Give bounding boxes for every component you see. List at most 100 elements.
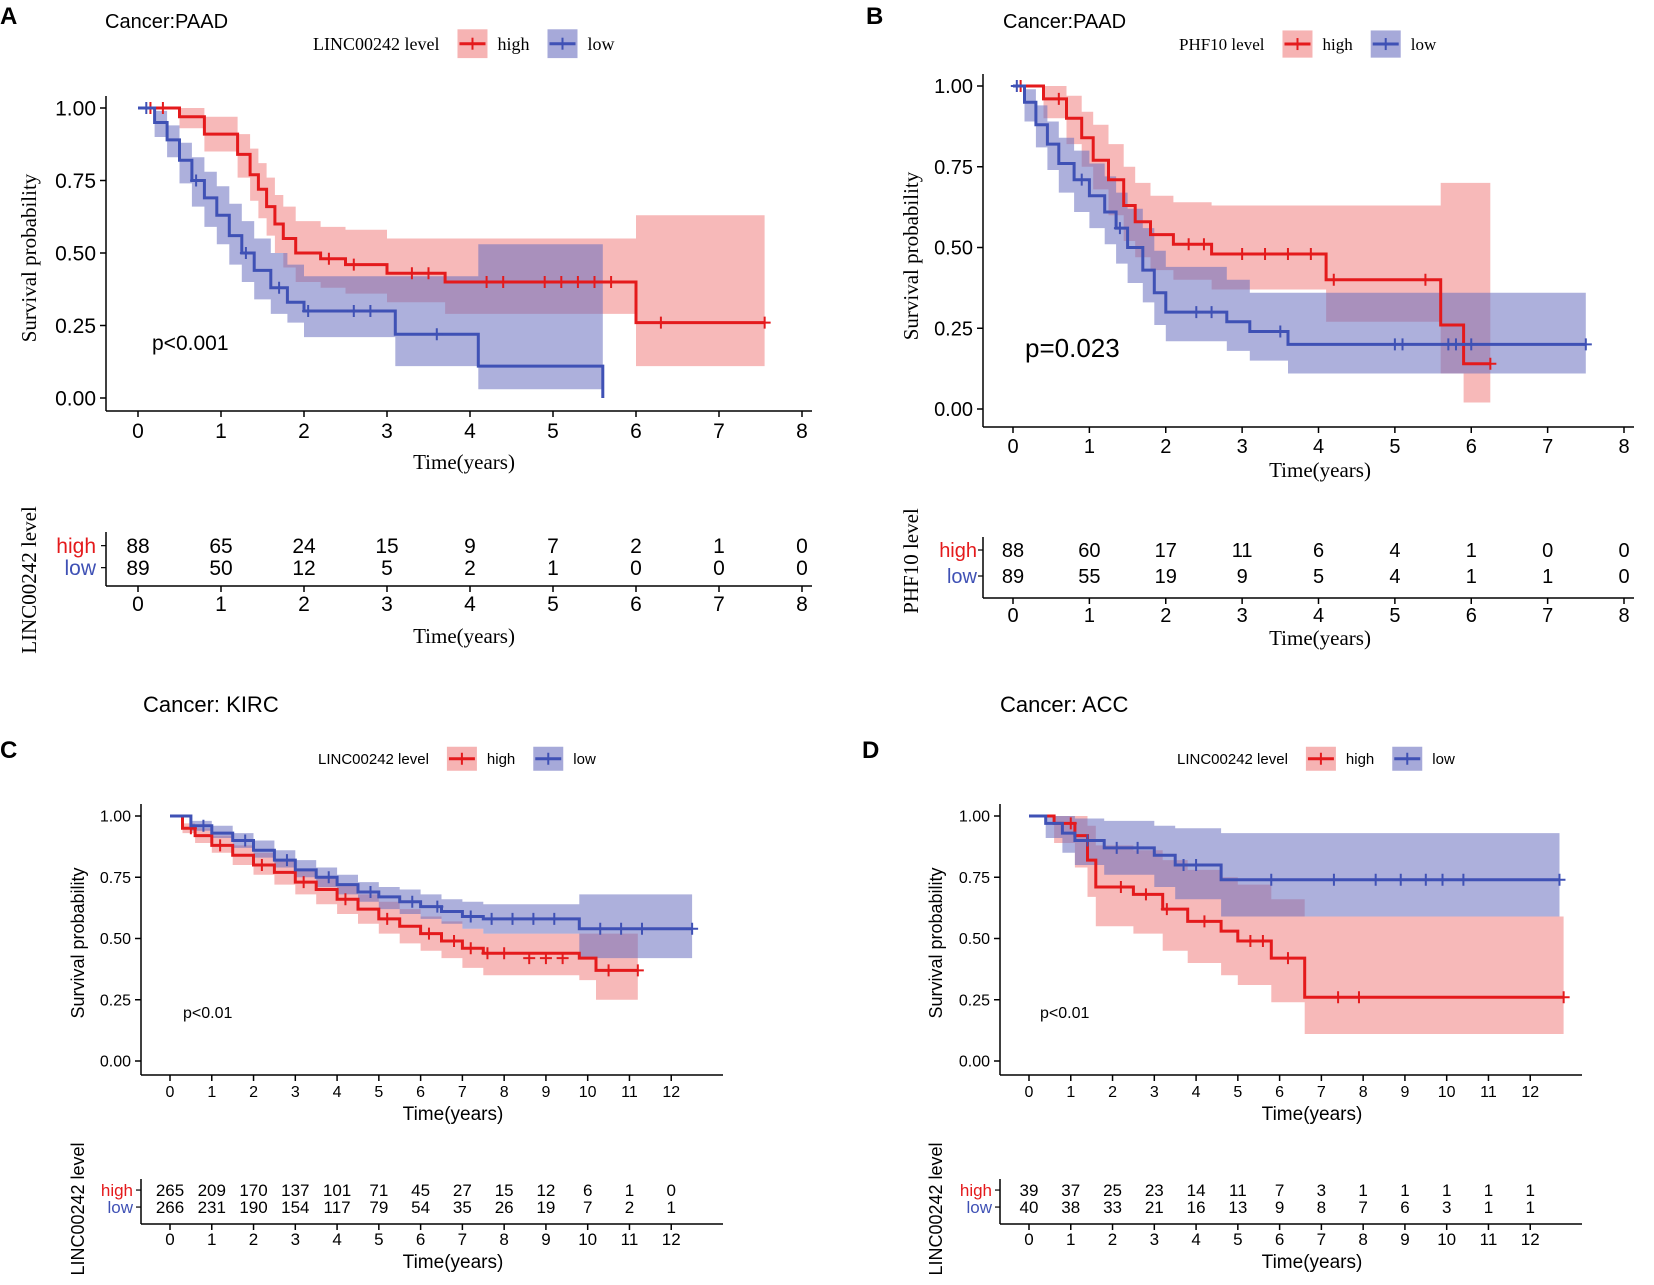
chart-title: Cancer: KIRC: [143, 692, 279, 717]
censor-mark-low: [1449, 338, 1462, 351]
risk-count-low: 26: [495, 1198, 514, 1217]
risk-count-low: 4: [1389, 566, 1400, 588]
censor-mark-low: [302, 305, 315, 317]
censor-mark-high: [322, 252, 335, 265]
legend: LINC00242 level high low: [313, 29, 615, 59]
p-value: p<0.001: [152, 332, 229, 355]
censor-mark-low: [1190, 859, 1203, 871]
ci-band-low: [1029, 816, 1560, 917]
risk-count-high: 15: [495, 1181, 514, 1200]
risk-count-low: 40: [1020, 1198, 1039, 1217]
censor-mark-low: [1394, 873, 1407, 886]
risk-x-tick-label: 1: [215, 593, 227, 616]
censor-mark-high: [1114, 881, 1127, 894]
risk-count-high: 12: [536, 1181, 555, 1200]
risk-count-low: 1: [1542, 566, 1553, 588]
risk-x-tick-label: 7: [713, 593, 725, 616]
risk-count-high: 1: [1484, 1181, 1493, 1200]
censor-mark-high: [422, 267, 435, 280]
x-tick-label: 5: [1233, 1084, 1242, 1101]
risk-count-high: 88: [126, 535, 149, 558]
censor-mark-low: [1190, 306, 1203, 319]
risk-count-low: 19: [536, 1198, 555, 1217]
censor-mark-high: [422, 927, 435, 940]
risk-x-tick-label: 7: [1542, 605, 1553, 627]
censor-mark-high: [464, 942, 477, 955]
risk-count-low: 89: [126, 557, 149, 580]
risk-count-low: 266: [156, 1198, 184, 1217]
p-value: p<0.01: [183, 1005, 232, 1022]
censor-mark-low: [239, 834, 252, 847]
risk-count-low: 55: [1078, 566, 1100, 588]
censor-mark-high: [1281, 247, 1294, 260]
risk-count-low: 1: [1525, 1198, 1534, 1217]
x-tick-label: 6: [1275, 1084, 1284, 1101]
x-tick-label: 7: [1317, 1084, 1326, 1101]
y-axis-title: Survival probability: [926, 867, 946, 1018]
risk-count-low: 35: [453, 1198, 472, 1217]
x-tick-label: 2: [1160, 436, 1171, 458]
risk-count-high: 265: [156, 1181, 184, 1200]
legend-label-low: low: [1432, 751, 1455, 768]
censor-mark-low: [1369, 873, 1382, 886]
censor-mark-high: [339, 893, 352, 906]
risk-x-tick-label: 4: [332, 1230, 341, 1249]
risk-x-axis-title: Time(years): [1269, 626, 1371, 650]
censor-mark-low: [506, 912, 519, 925]
y-tick-label: 0.75: [934, 157, 973, 179]
survival-curve-high: [138, 106, 765, 325]
x-tick-label: 1: [1084, 436, 1095, 458]
x-tick-label: 9: [541, 1084, 550, 1101]
survival-curve-low: [170, 814, 693, 931]
censor-mark-low: [430, 328, 443, 341]
risk-count-high: 1: [1442, 1181, 1451, 1200]
risk-row-label-high: high: [56, 535, 96, 558]
y-tick-label: 0.25: [55, 315, 96, 338]
risk-count-high: 1: [1466, 540, 1477, 562]
risk-count-high: 0: [666, 1181, 675, 1200]
censor-mark-high: [498, 947, 511, 960]
censor-mark-low: [686, 922, 699, 935]
risk-count-high: 23: [1145, 1181, 1164, 1200]
censor-mark-low: [1177, 859, 1190, 871]
panel-letter: D: [862, 737, 879, 764]
x-tick-label: 12: [1521, 1084, 1539, 1101]
y-tick-label: 0.25: [959, 992, 990, 1009]
x-tick-label: 3: [1150, 1084, 1159, 1101]
survival-curve-low: [138, 106, 605, 398]
censor-mark-low: [464, 910, 477, 923]
risk-count-high: 6: [1313, 540, 1324, 562]
risk-x-tick-label: 1: [1084, 605, 1095, 627]
y-tick-label: 0.25: [100, 992, 131, 1009]
censor-mark-high: [255, 859, 268, 871]
chart-title: Cancer: ACC: [1000, 692, 1128, 717]
censor-mark-low: [1081, 834, 1094, 847]
risk-row-label-low: low: [966, 1198, 992, 1217]
risk-count-high: 137: [281, 1181, 309, 1200]
censor-mark-low: [635, 922, 648, 935]
x-tick-label: 6: [1466, 436, 1477, 458]
risk-count-high: 37: [1061, 1181, 1080, 1200]
x-tick-label: 0: [1025, 1084, 1034, 1101]
p-value: p<0.01: [1040, 1005, 1089, 1022]
censor-mark-high: [1197, 238, 1210, 251]
y-tick-label: 0.75: [100, 870, 131, 887]
risk-count-low: 1: [1466, 566, 1477, 588]
chart-title: Cancer:PAAD: [105, 11, 228, 33]
legend-label-high: high: [497, 34, 529, 54]
ci-band-high: [1013, 86, 1491, 403]
censor-mark-high: [156, 102, 169, 114]
risk-x-tick-label: 7: [1317, 1230, 1326, 1249]
risk-count-high: 39: [1020, 1181, 1039, 1200]
risk-count-high: 170: [239, 1181, 267, 1200]
risk-count-low: 1: [547, 557, 559, 580]
censor-mark-high: [1557, 991, 1570, 1004]
risk-count-high: 209: [198, 1181, 226, 1200]
risk-x-tick-label: 12: [1521, 1230, 1540, 1249]
risk-x-tick-label: 3: [1150, 1230, 1159, 1249]
risk-count-low: 38: [1061, 1198, 1080, 1217]
risk-row-label-low: low: [64, 557, 96, 580]
censor-mark-low: [322, 871, 335, 884]
censor-mark-high: [497, 276, 510, 288]
